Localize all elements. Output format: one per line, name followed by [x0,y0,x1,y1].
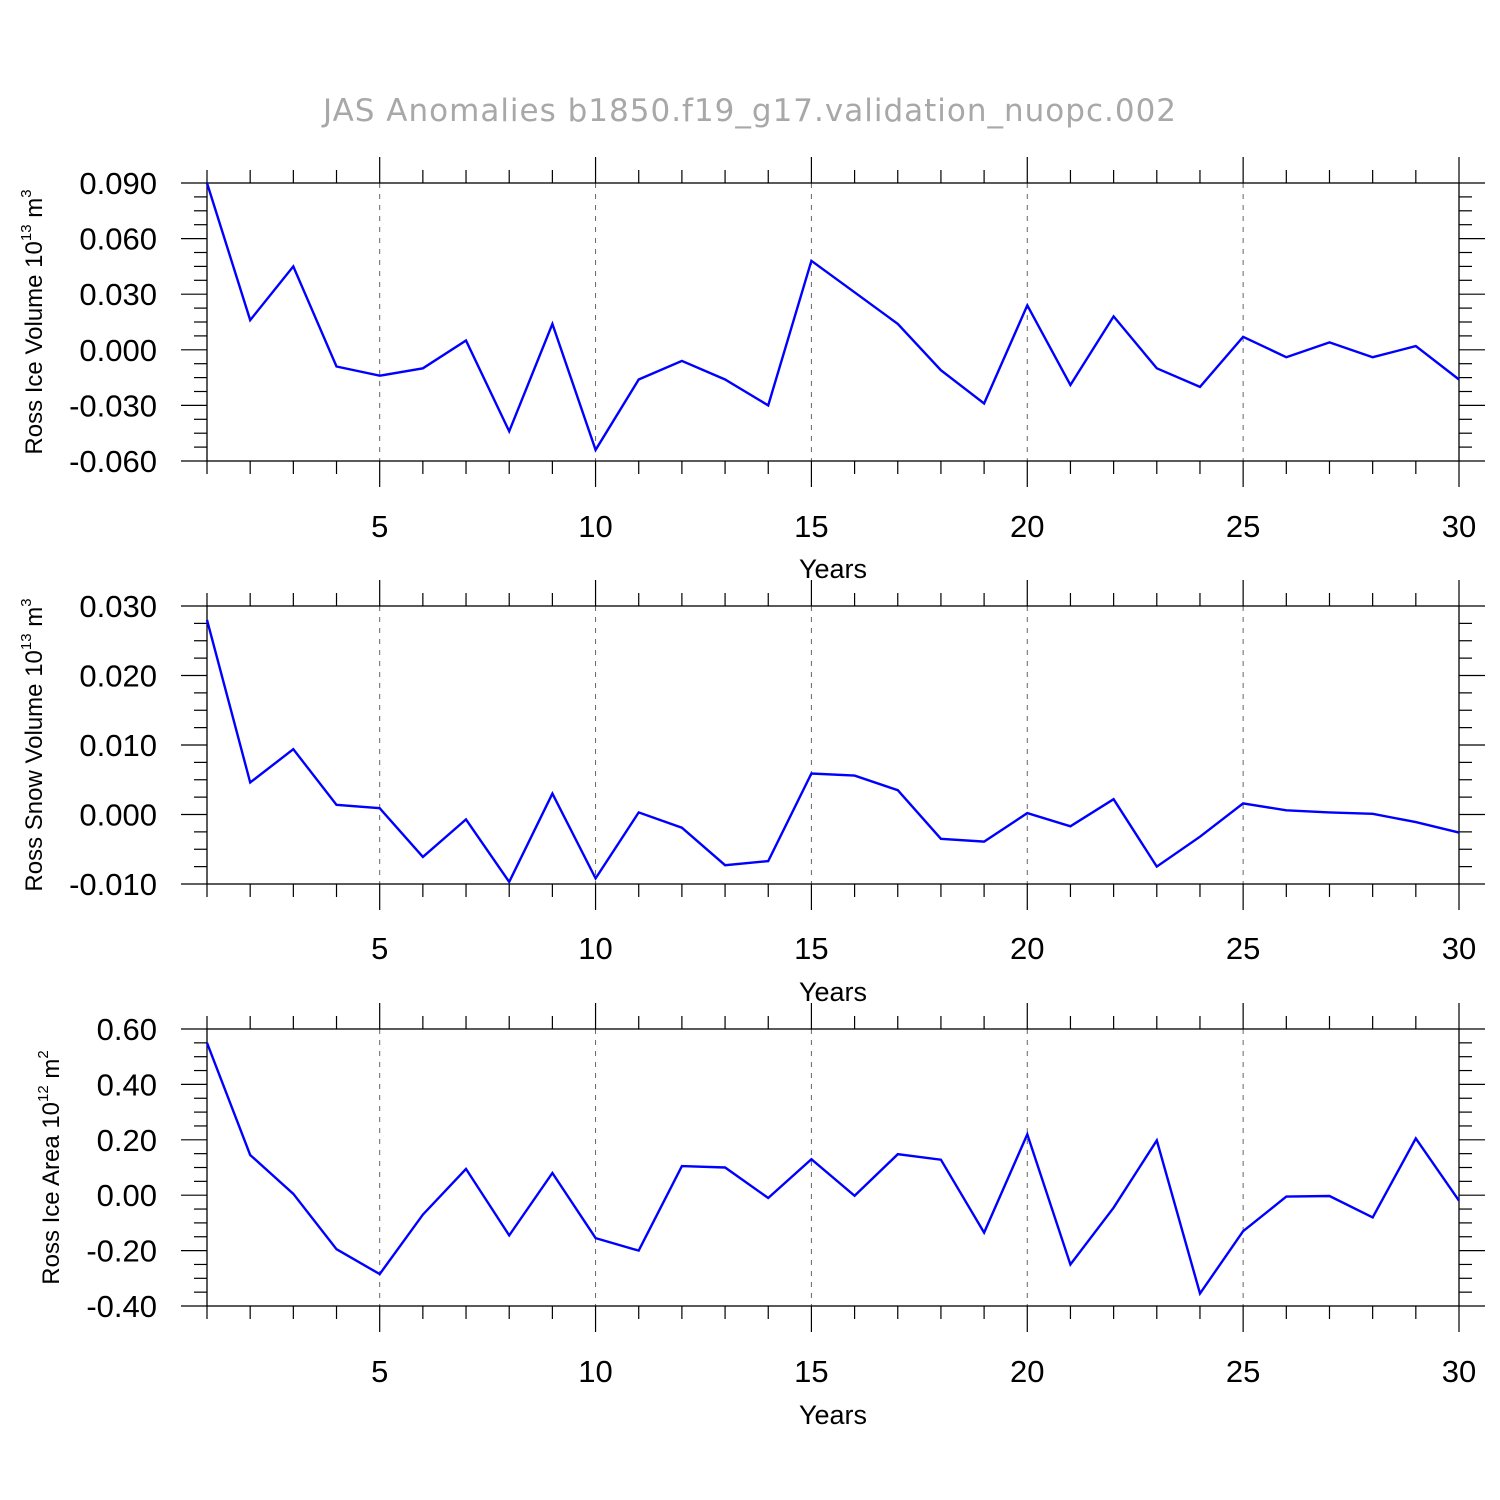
y-tick-label: 0.090 [79,166,157,201]
y-tick-label: 0.40 [97,1067,157,1102]
y-tick-label: -0.010 [69,867,157,902]
x-axis-label: Years [799,554,867,584]
series-line [205,1042,1460,1297]
x-axis-label: Years [799,1400,867,1430]
series-line [205,182,1460,453]
y-tick-label: -0.030 [69,388,157,423]
y-axis-label: Ross Snow Volume 1013 m3 [18,598,48,891]
x-tick-label: 30 [1442,1354,1476,1389]
y-tick-label: 0.010 [79,728,157,763]
y-axis-label: Ross Ice Volume 1013 m3 [18,189,48,454]
panel-2: 0.030 0.020 0.010 0.000 -0.010 5 10 15 20 25 30 Yea… [18,580,1485,1007]
y-tick-label: 0.000 [79,798,157,833]
x-tick-label: 25 [1226,1354,1260,1389]
y-tick-label: 0.030 [79,589,157,624]
y-tick-label: 0.000 [79,333,157,368]
x-tick-label: 5 [371,509,388,544]
x-tick-label: 30 [1442,931,1476,966]
y-tick-label: -0.060 [69,444,157,479]
series-line [205,619,1460,885]
plot-frame [206,605,1460,885]
x-tick-label: 15 [794,1354,828,1389]
x-axis-label: Years [799,977,867,1007]
x-tick-label: 5 [371,1354,388,1389]
x-tick-label: 25 [1226,509,1260,544]
x-tick-label: 20 [1010,509,1044,544]
y-axis-label: Ross Ice Area 1012 m2 [35,1050,65,1284]
chart-title: JAS Anomalies b1850.f19_g17.validation_n… [321,93,1177,129]
x-tick-label: 20 [1010,931,1044,966]
y-tick-label: 0.030 [79,277,157,312]
x-tick-label: 10 [578,509,612,544]
x-tick-label: 10 [578,931,612,966]
plot-frame [206,1028,1460,1307]
y-tick-label: 0.60 [97,1012,157,1047]
y-tick-label: 0.020 [79,659,157,694]
x-tick-label: 10 [578,1354,612,1389]
x-tick-label: 25 [1226,931,1260,966]
x-tick-label: 15 [794,931,828,966]
y-tick-label: 0.00 [97,1178,157,1213]
y-tick-label: 0.20 [97,1123,157,1158]
x-tick-label: 15 [794,509,828,544]
plot-frame [206,182,1460,462]
x-tick-label: 20 [1010,1354,1044,1389]
y-tick-label: -0.40 [86,1289,157,1324]
y-tick-label: 0.060 [79,222,157,257]
x-tick-label: 30 [1442,509,1476,544]
panel-3: 0.60 0.40 0.20 0.00 -0.20 -0.40 5 10 15 20 25 30 Yea… [35,1003,1485,1430]
panel-1: 0.090 0.060 0.030 0.000 -0.030 -0.060 5 10 15 20 2… [18,157,1485,584]
y-tick-label: -0.20 [86,1234,157,1269]
x-tick-label: 5 [371,931,388,966]
